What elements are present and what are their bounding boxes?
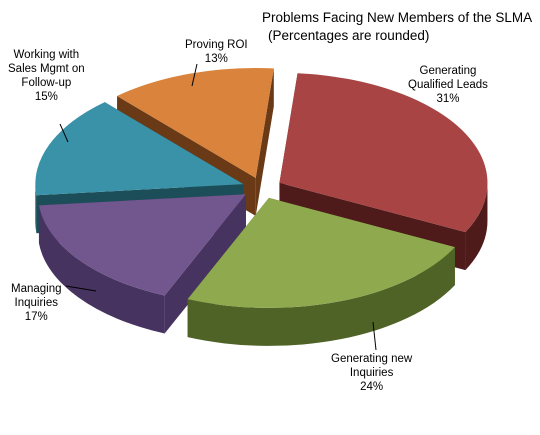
slice-label-line: Sales Mgmt on [8,63,85,75]
slice-rim [35,184,37,234]
pie-slice-1 [187,197,455,308]
slice-label-line: Qualified Leads [408,79,488,91]
chart-title: Problems Facing New Members of the SLMA [262,10,533,25]
pie-slice-0 [279,73,488,233]
leader-line-3 [59,123,69,143]
pie-slice-3 [35,102,244,196]
slice-percent: 13% [204,53,228,65]
slice-label-1: Generating new Inquiries 24% [331,352,412,394]
pie-slice-4 [117,67,274,178]
slice-label-2: Managing Inquiries 17% [11,282,62,324]
slice-percent: 24% [360,381,384,393]
slice-label-line: Working with [13,49,80,61]
slice-label-3: Working with Sales Mgmt on Follow-up 15% [8,48,85,104]
slice-label-line: Follow-up [21,77,72,89]
leader-line-1 [372,321,377,351]
leader-line-2 [65,285,97,292]
slice-label-line: Inquiries [349,367,394,379]
slice-rim [187,247,455,346]
slice-label-0: Generating Qualified Leads 31% [408,64,488,106]
slice-percent: 17% [24,311,48,323]
slice-label-line: Managing [11,283,62,295]
slice-rim [38,205,165,334]
chart-subtitle: (Percentages are rounded) [268,28,430,43]
slice-percent: 31% [436,93,460,105]
slice-label-line: Proving ROI [185,39,248,51]
slice-wall [255,68,274,216]
slice-label-4: Proving ROI 13% [185,38,248,66]
slice-label-line: Generating new [331,353,413,365]
leader-line-4 [191,63,198,87]
slice-rim [465,182,488,271]
slice-percent: 15% [34,91,58,103]
slice-label-line: Inquiries [14,297,58,309]
slice-label-line: Generating [419,65,477,77]
pie-slice-2 [38,194,246,296]
